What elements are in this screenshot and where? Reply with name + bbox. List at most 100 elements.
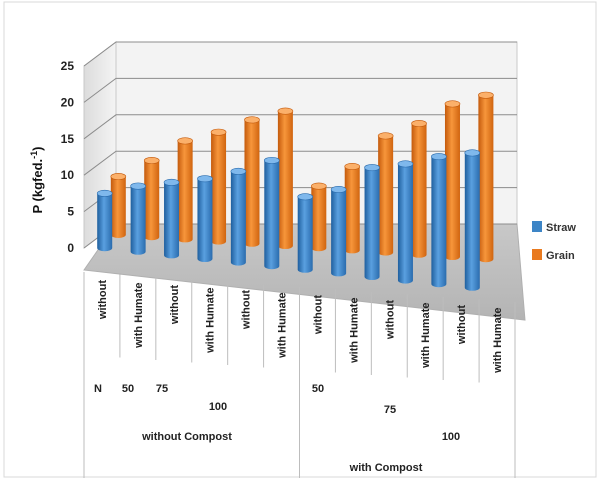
x-category-label: with Humate: [492, 308, 504, 374]
bar-straw-body: [130, 186, 146, 255]
bar-straw-body: [97, 193, 113, 252]
bar-grain: [110, 173, 127, 238]
bar-straw-top: [464, 149, 481, 157]
bar-grain: [478, 91, 494, 263]
bar-grain-top: [143, 157, 160, 165]
gridline: [83, 41, 517, 67]
bar-straw: [397, 160, 414, 284]
y-tick-label: 20: [61, 95, 75, 109]
y-axis-label: P (kgfed.-1): [29, 146, 45, 213]
bar-straw-top: [230, 167, 247, 175]
x-level-label: 50: [122, 383, 134, 395]
bar-straw: [431, 153, 447, 288]
x-level-label: 50: [312, 383, 324, 395]
y-tick-label: 15: [61, 132, 75, 146]
bar-grain-body: [311, 186, 327, 252]
bar-straw-top: [197, 175, 213, 183]
x-group-label: with Compost: [349, 462, 423, 474]
x-level-label: 100: [442, 431, 460, 443]
x-category-label: with Humate: [348, 298, 360, 364]
bar-straw: [330, 185, 347, 277]
bar-straw-top: [130, 182, 146, 190]
bar-grain-top: [377, 132, 394, 140]
bar-grain-top: [411, 120, 427, 128]
y-axis-label-sup: -1: [29, 151, 39, 159]
bar-grain: [244, 116, 260, 247]
bar-grain-body: [411, 123, 427, 258]
bar-grain-body: [378, 135, 394, 256]
bar-straw: [230, 167, 247, 266]
x-axis-table: without with Humate without with Humate with…: [83, 272, 516, 478]
y-axis-label-close: ): [30, 146, 45, 150]
x-category-label: without: [456, 305, 468, 345]
y-tick-label: 0: [67, 241, 74, 255]
bar-grain-body: [110, 176, 126, 238]
bar-grain-body: [344, 166, 360, 254]
bar-straw: [263, 156, 280, 270]
bar-grain-body: [177, 140, 193, 243]
bar-straw-top: [397, 160, 414, 168]
bar-grain-body: [277, 111, 293, 250]
bar-grain-top: [110, 173, 127, 181]
bar-straw-body: [397, 163, 413, 284]
bar-straw-top: [263, 156, 280, 164]
y-tick-label: 25: [61, 59, 75, 73]
legend-swatch-grain: [532, 249, 542, 260]
x-category-label: without: [384, 300, 396, 340]
x-category-label: with Humate: [277, 293, 289, 359]
x-group-label: without Compost: [141, 431, 232, 443]
bar-straw: [130, 182, 146, 255]
bar-grain: [411, 120, 427, 258]
gridline: [83, 114, 517, 140]
y-tick-labels: 0 5 10 15 20 25: [61, 59, 75, 255]
bar-straw-body: [431, 156, 447, 288]
bar-straw: [364, 164, 380, 280]
bar-grain-top: [344, 162, 361, 170]
bar-grain-body: [244, 119, 260, 247]
y-tick-label: 5: [67, 205, 74, 219]
bar-straw-top: [431, 153, 447, 161]
bar-grain-top: [444, 100, 461, 108]
bar-grain: [344, 162, 361, 254]
bars: [96, 91, 494, 291]
y-axis-label-main: P (kgfed.: [30, 159, 45, 214]
bar-grain: [311, 182, 327, 252]
bar-straw: [163, 178, 180, 259]
x-category-label: with Humate: [420, 303, 432, 369]
x-level-label: 75: [156, 383, 168, 395]
legend-label-straw: Straw: [546, 222, 576, 234]
y-tick-label: 10: [61, 168, 75, 182]
x-category-label: without: [312, 295, 324, 335]
bar-grain: [177, 137, 193, 243]
x-level-label: 75: [384, 404, 396, 416]
bar-grain-top: [210, 128, 227, 136]
bar-straw-top: [96, 189, 113, 197]
bar-straw-top: [330, 185, 347, 193]
bar-straw: [96, 189, 113, 252]
bar-grain: [444, 100, 461, 260]
bar-grain-top: [277, 107, 294, 115]
x-category-label: without: [97, 280, 109, 320]
bar-grain-top: [244, 116, 260, 124]
x-level-label: 100: [209, 401, 227, 413]
bar-grain-body: [444, 103, 460, 260]
bar-straw: [297, 193, 314, 273]
bar-straw: [464, 149, 481, 291]
x-category-label: with Humate: [133, 283, 145, 349]
legend-swatch-straw: [532, 221, 542, 232]
bar-straw-body: [264, 160, 280, 270]
bar-grain-body: [211, 132, 227, 245]
bar-straw-body: [230, 171, 246, 266]
bar-grain: [377, 132, 394, 256]
bar-straw: [197, 175, 213, 262]
bar-grain: [277, 107, 294, 250]
bar-grain-body: [144, 160, 160, 241]
bar-straw-top: [364, 164, 380, 172]
bar-straw-top: [163, 178, 180, 186]
legend-label-grain: Grain: [546, 250, 575, 262]
bar-straw-body: [297, 196, 313, 273]
bar-grain: [210, 128, 227, 245]
bar-grain-top: [177, 137, 193, 145]
